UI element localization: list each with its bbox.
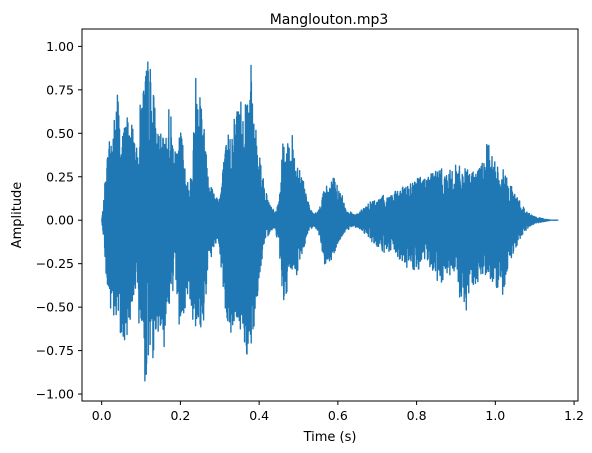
x-tick-label: 0.2 <box>170 408 190 423</box>
plot-frame <box>81 28 579 402</box>
y-tick-label: −1.00 <box>36 387 74 402</box>
x-axis-label: Time (s) <box>303 430 357 445</box>
x-axis-ticks: 0.0 0.2 0.4 0.6 0.8 1.0 1.2 <box>92 401 584 423</box>
y-tick-label: −0.25 <box>36 256 74 271</box>
y-tick-label: −0.75 <box>36 343 74 358</box>
y-tick-label: 1.00 <box>46 39 74 54</box>
y-tick-label: −0.50 <box>36 300 74 315</box>
x-tick-label: 0.4 <box>249 408 269 423</box>
x-tick-label: 1.0 <box>485 408 505 423</box>
y-tick-label: 0.75 <box>46 82 74 97</box>
x-tick-label: 1.2 <box>564 408 584 423</box>
waveform-line <box>100 61 559 382</box>
x-tick-label: 0.6 <box>328 408 348 423</box>
waveform-series <box>100 61 559 382</box>
y-tick-label: 0.50 <box>46 126 74 141</box>
chart-title: Manglouton.mp3 <box>270 12 389 28</box>
y-tick-label: 0.00 <box>46 213 74 228</box>
x-tick-label: 0.8 <box>407 408 427 423</box>
x-tick-label: 0.0 <box>92 408 112 423</box>
y-axis-label: Amplitude <box>10 182 25 249</box>
y-axis-ticks: −1.00 −0.75 −0.50 −0.25 0.00 0.25 0.50 0.75 1.00 <box>36 39 82 402</box>
y-tick-label: 0.25 <box>46 169 74 184</box>
